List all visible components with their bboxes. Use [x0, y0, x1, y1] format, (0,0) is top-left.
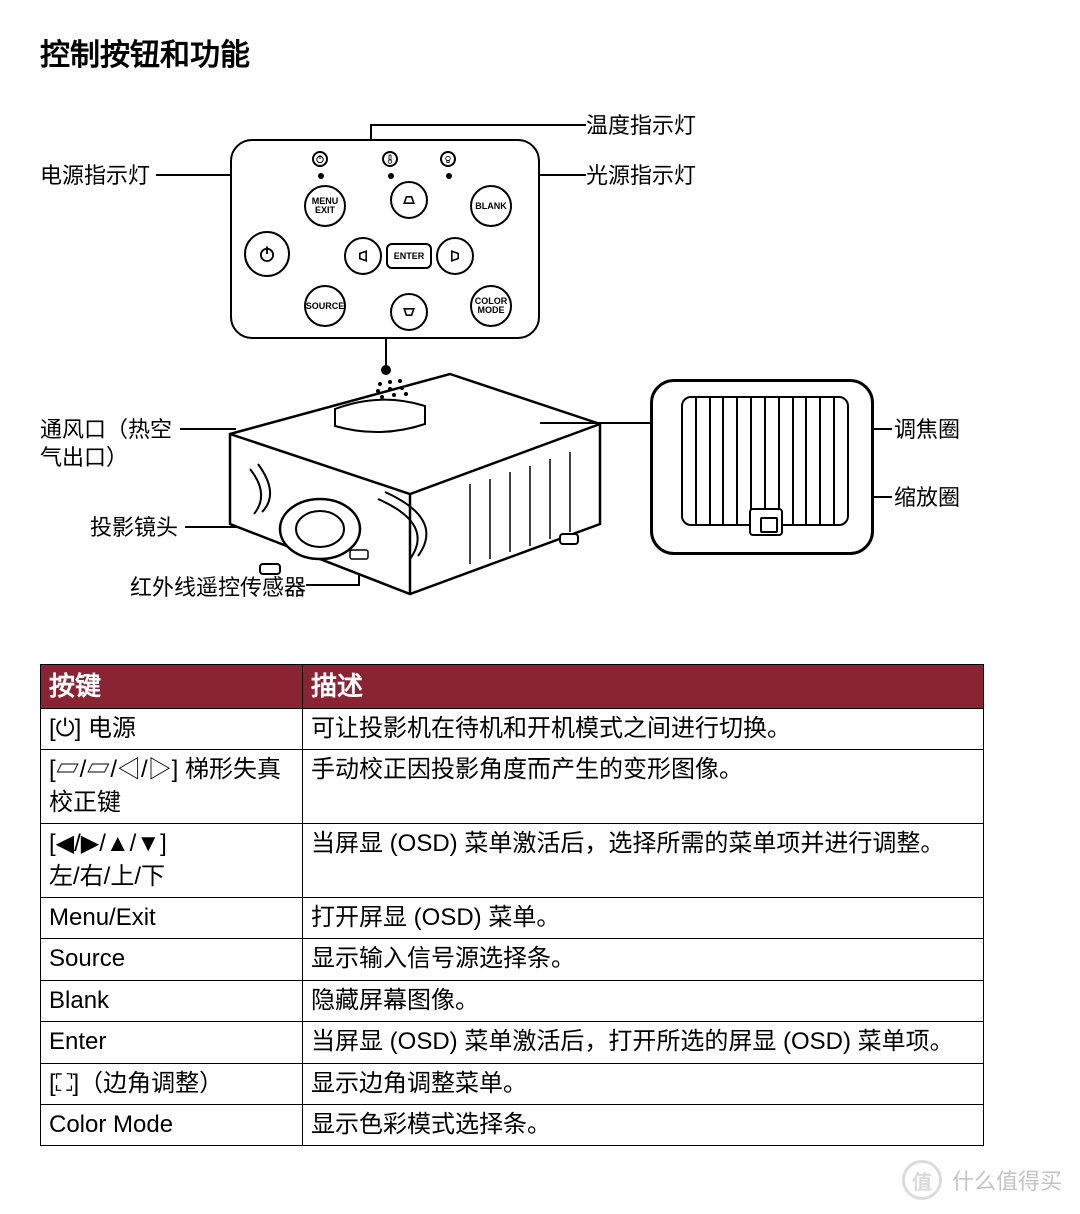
blank-button[interactable]: BLANK [470, 185, 512, 227]
table-cell-desc: 打开屏显 (OSD) 菜单。 [303, 898, 984, 939]
table-cell-desc: 显示边角调整菜单。 [303, 1063, 984, 1104]
power-indicator-icon [312, 151, 328, 167]
power-button[interactable] [244, 231, 290, 277]
projector-illustration [200, 364, 620, 604]
table-row: Blank隐藏屏幕图像。 [41, 980, 984, 1021]
table-row: [▱/▱/◁/▷] 梯形失真校正键手动校正因投影角度而产生的变形图像。 [41, 750, 984, 824]
table-cell-key: [▱/▱/◁/▷] 梯形失真校正键 [41, 750, 303, 824]
table-cell-desc: 隐藏屏幕图像。 [303, 980, 984, 1021]
keystone-right-button[interactable] [436, 237, 474, 275]
table-row: Enter当屏显 (OSD) 菜单激活后，打开所选的屏显 (OSD) 菜单项。 [41, 1022, 984, 1063]
color-mode-button[interactable]: COLOR MODE [470, 285, 512, 327]
zoom-ring-tab [749, 508, 783, 536]
table-cell-key: [⏻] 电源 [41, 709, 303, 750]
keystone-up-button[interactable] [390, 181, 428, 219]
table-cell-desc: 显示输入信号源选择条。 [303, 939, 984, 980]
diagram-area: 温度指示灯 光源指示灯 电源指示灯 通风口（热空气出口） 投影镜头 红外线遥控传… [40, 94, 1000, 624]
light-indicator-icon [440, 151, 456, 167]
table-cell-key: Blank [41, 980, 303, 1021]
table-header-key: 按键 [41, 665, 303, 709]
table-cell-desc: 可让投影机在待机和开机模式之间进行切换。 [303, 709, 984, 750]
table-row: Source显示输入信号源选择条。 [41, 939, 984, 980]
keystone-down-button[interactable] [390, 293, 428, 331]
table-cell-key: Enter [41, 1022, 303, 1063]
label-focus: 调焦圈 [894, 416, 960, 444]
label-zoom: 缩放圈 [894, 484, 960, 512]
watermark-text: 什么值得买 [952, 1164, 1062, 1196]
keystone-left-button[interactable] [344, 237, 382, 275]
table-cell-desc: 当屏显 (OSD) 菜单激活后，打开所选的屏显 (OSD) 菜单项。 [303, 1022, 984, 1063]
table-row: Menu/Exit打开屏显 (OSD) 菜单。 [41, 898, 984, 939]
table-cell-key: Source [41, 939, 303, 980]
label-lens: 投影镜头 [90, 514, 178, 542]
label-temp-indicator: 温度指示灯 [586, 112, 696, 140]
page-title: 控制按钮和功能 [40, 30, 1040, 74]
table-cell-key: Color Mode [41, 1105, 303, 1146]
label-light-indicator: 光源指示灯 [586, 162, 696, 190]
watermark-badge: 值 [902, 1160, 942, 1200]
table-cell-key: [◀/▶/▲/▼] 左/右/上/下 [41, 824, 303, 898]
enter-button[interactable]: ENTER [386, 243, 432, 269]
watermark: 值 什么值得买 [902, 1160, 1062, 1200]
temp-indicator-icon [382, 151, 398, 167]
table-cell-key: [⛶]（边角调整） [41, 1063, 303, 1104]
lens-closeup [650, 379, 874, 555]
table-row: [◀/▶/▲/▼] 左/右/上/下当屏显 (OSD) 菜单激活后，选择所需的菜单… [41, 824, 984, 898]
table-cell-key: Menu/Exit [41, 898, 303, 939]
table-header-desc: 描述 [303, 665, 984, 709]
table-cell-desc: 显示色彩模式选择条。 [303, 1105, 984, 1146]
table-cell-desc: 手动校正因投影角度而产生的变形图像。 [303, 750, 984, 824]
source-button[interactable]: SOURCE [304, 285, 346, 327]
label-power-indicator: 电源指示灯 [40, 162, 150, 190]
table-row: [⛶]（边角调整）显示边角调整菜单。 [41, 1063, 984, 1104]
table-row: Color Mode显示色彩模式选择条。 [41, 1105, 984, 1146]
control-panel: MENU EXIT BLANK SOURCE COLOR MODE ENTER [230, 139, 540, 339]
menu-exit-button[interactable]: MENU EXIT [304, 185, 346, 227]
controls-table: 按键 描述 [⏻] 电源可让投影机在待机和开机模式之间进行切换。[▱/▱/◁/▷… [40, 664, 984, 1146]
table-cell-desc: 当屏显 (OSD) 菜单激活后，选择所需的菜单项并进行调整。 [303, 824, 984, 898]
label-vent: 通风口（热空气出口） [40, 416, 190, 471]
table-row: [⏻] 电源可让投影机在待机和开机模式之间进行切换。 [41, 709, 984, 750]
